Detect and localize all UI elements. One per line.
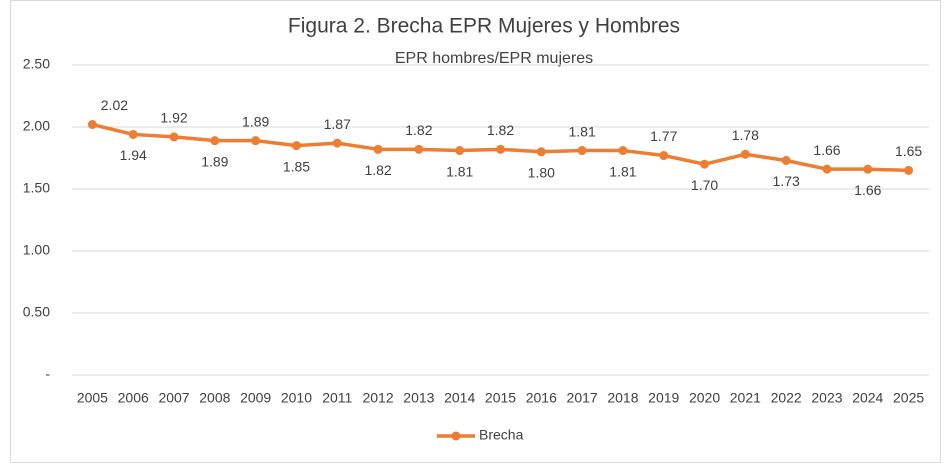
data-label: 1.81: [568, 123, 595, 139]
point: [169, 132, 179, 142]
x-tick-label: 2011: [322, 390, 352, 406]
point: [291, 141, 301, 151]
x-tick-label: 2020: [689, 390, 720, 406]
point: [822, 164, 832, 174]
point: [577, 146, 587, 156]
point: [251, 136, 261, 146]
data-label: 1.89: [201, 153, 228, 169]
point: [659, 151, 669, 161]
x-tick-label: 2006: [118, 390, 149, 406]
point: [496, 144, 505, 154]
data-label: 1.81: [446, 163, 473, 179]
point: [128, 129, 138, 139]
data-label: 1.87: [324, 116, 351, 132]
x-tick-label: 2019: [648, 390, 679, 406]
x-tick-label: 2005: [77, 390, 108, 406]
data-label: 1.89: [242, 113, 269, 129]
point: [87, 120, 97, 130]
data-label: 1.85: [283, 158, 310, 174]
data-label: 1.82: [487, 122, 514, 138]
x-tick-label: 2009: [240, 390, 271, 406]
point: [332, 138, 342, 148]
x-tick-label: 2021: [730, 390, 761, 406]
y-tick-label: -: [45, 366, 50, 382]
point: [781, 155, 791, 165]
x-tick-label: 2024: [852, 390, 883, 406]
data-label: 1.70: [691, 177, 718, 193]
data-label: 1.82: [364, 162, 391, 178]
x-tick-label: 2013: [403, 390, 434, 406]
point: [373, 144, 383, 154]
data-label: 1.80: [528, 165, 555, 181]
point: [863, 164, 873, 174]
data-label: 2.02: [101, 97, 128, 113]
x-tick-label: 2010: [281, 390, 312, 406]
x-tick-label: 2022: [771, 390, 802, 406]
y-tick-label: 1.50: [23, 180, 50, 196]
point: [904, 165, 914, 175]
data-label: 1.73: [773, 173, 800, 189]
data-label: 1.65: [895, 143, 922, 159]
x-tick-label: 2007: [158, 390, 189, 406]
x-tick-label: 2015: [485, 390, 516, 406]
x-tick-label: 2018: [607, 390, 638, 406]
y-tick-label: 1.00: [23, 242, 50, 258]
point: [210, 136, 220, 146]
data-label: 1.94: [120, 147, 147, 163]
data-label: 1.66: [854, 182, 881, 198]
x-tick-label: 2008: [199, 390, 230, 406]
y-tick-label: 2.50: [23, 56, 50, 72]
chart-subtitle: EPR hombres/EPR mujeres: [395, 50, 593, 67]
y-tick-label: 2.00: [23, 118, 50, 134]
data-label: 1.66: [813, 142, 840, 158]
chart-title: Figura 2. Brecha EPR Mujeres y Hombres: [288, 15, 680, 38]
data-label: 1.77: [650, 128, 677, 144]
x-tick-label: 2023: [811, 390, 842, 406]
legend-label: Brecha: [479, 427, 524, 443]
y-tick-label: 0.50: [23, 304, 50, 320]
data-label: 1.92: [160, 110, 187, 126]
legend-marker: [451, 431, 461, 441]
data-label: 1.82: [405, 122, 432, 138]
x-tick-label: 2016: [526, 390, 557, 406]
chart-border: [10, 0, 941, 463]
data-label: 1.81: [609, 163, 636, 179]
x-tick-label: 2012: [362, 390, 393, 406]
x-tick-label: 2025: [893, 390, 924, 406]
point: [618, 146, 628, 156]
x-tick-label: 2017: [567, 390, 598, 406]
point: [700, 159, 710, 169]
point: [536, 147, 546, 157]
data-label: 1.78: [732, 127, 759, 143]
point: [414, 144, 424, 154]
x-tick-label: 2014: [444, 390, 475, 406]
point: [455, 146, 465, 156]
point: [740, 149, 750, 159]
